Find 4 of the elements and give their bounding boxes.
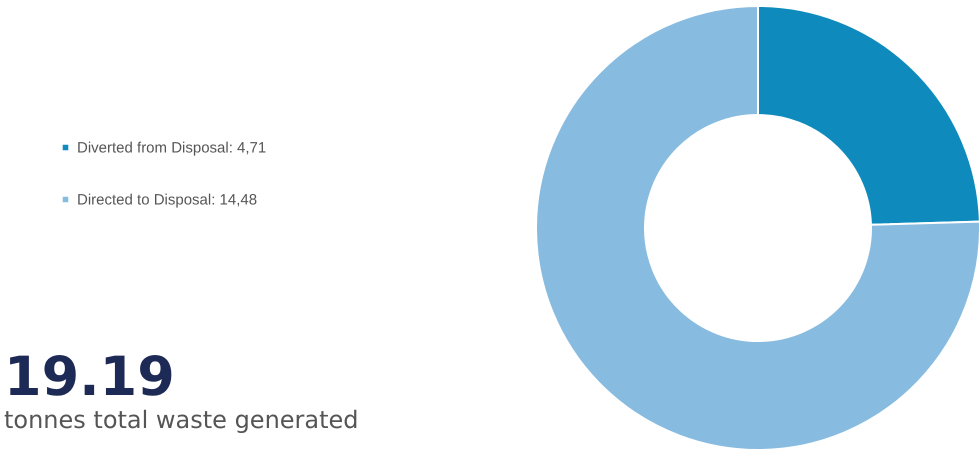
text: tonnes total waste generated <box>4 406 359 434</box>
legend-label: Diverted from Disposal: 4,71 <box>77 140 266 156</box>
text: 19.19 <box>4 345 175 408</box>
legend-label: Directed to Disposal: 14,48 <box>77 192 258 208</box>
